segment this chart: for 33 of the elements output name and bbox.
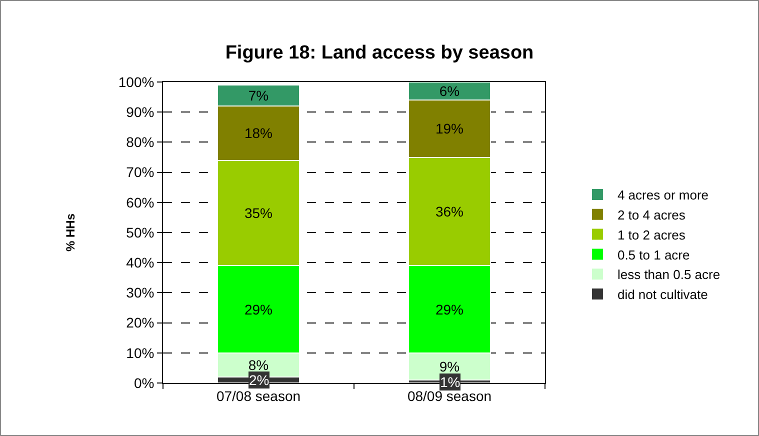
data-label: 9%	[439, 358, 460, 374]
y-tick-label: 70%	[126, 164, 154, 180]
legend-label: 1 to 2 acres	[617, 227, 686, 242]
data-label: 29%	[244, 301, 273, 318]
y-tick-label: 40%	[126, 254, 154, 270]
y-tick-label: 60%	[126, 194, 154, 210]
data-label: 19%	[435, 120, 464, 137]
data-label: 35%	[244, 204, 273, 221]
data-label: 1%	[440, 374, 460, 390]
y-tick-label: 100%	[118, 74, 154, 90]
legend-label: 2 to 4 acres	[617, 207, 686, 222]
y-tick-label: 10%	[126, 344, 154, 361]
legend-label: 0.5 to 1 acre	[617, 247, 690, 262]
y-tick-label: 90%	[126, 104, 154, 120]
data-label: 29%	[435, 301, 464, 318]
y-tick-label: 30%	[126, 284, 154, 301]
data-label: 7%	[248, 88, 269, 104]
legend-label: did not cultivate	[617, 287, 708, 302]
x-tick-label: 07/08 season	[216, 388, 301, 404]
y-tick-label: 20%	[126, 314, 154, 331]
chart-title: Figure 18: Land access by season	[225, 42, 534, 64]
data-label: 18%	[244, 125, 273, 142]
legend-label: less than 0.5 acre	[617, 267, 720, 282]
data-label: 36%	[435, 203, 464, 220]
data-label: 8%	[248, 356, 269, 373]
x-tick-label: 08/09 season	[407, 388, 492, 404]
y-axis-title: % HHs	[64, 213, 78, 252]
y-tick-label: 80%	[126, 134, 154, 150]
y-tick-label: 50%	[126, 224, 154, 240]
y-tick-label: 0%	[134, 374, 154, 391]
data-label: 6%	[439, 83, 460, 100]
legend-label: 4 acres or more	[617, 188, 709, 203]
data-label: 2%	[249, 372, 270, 388]
